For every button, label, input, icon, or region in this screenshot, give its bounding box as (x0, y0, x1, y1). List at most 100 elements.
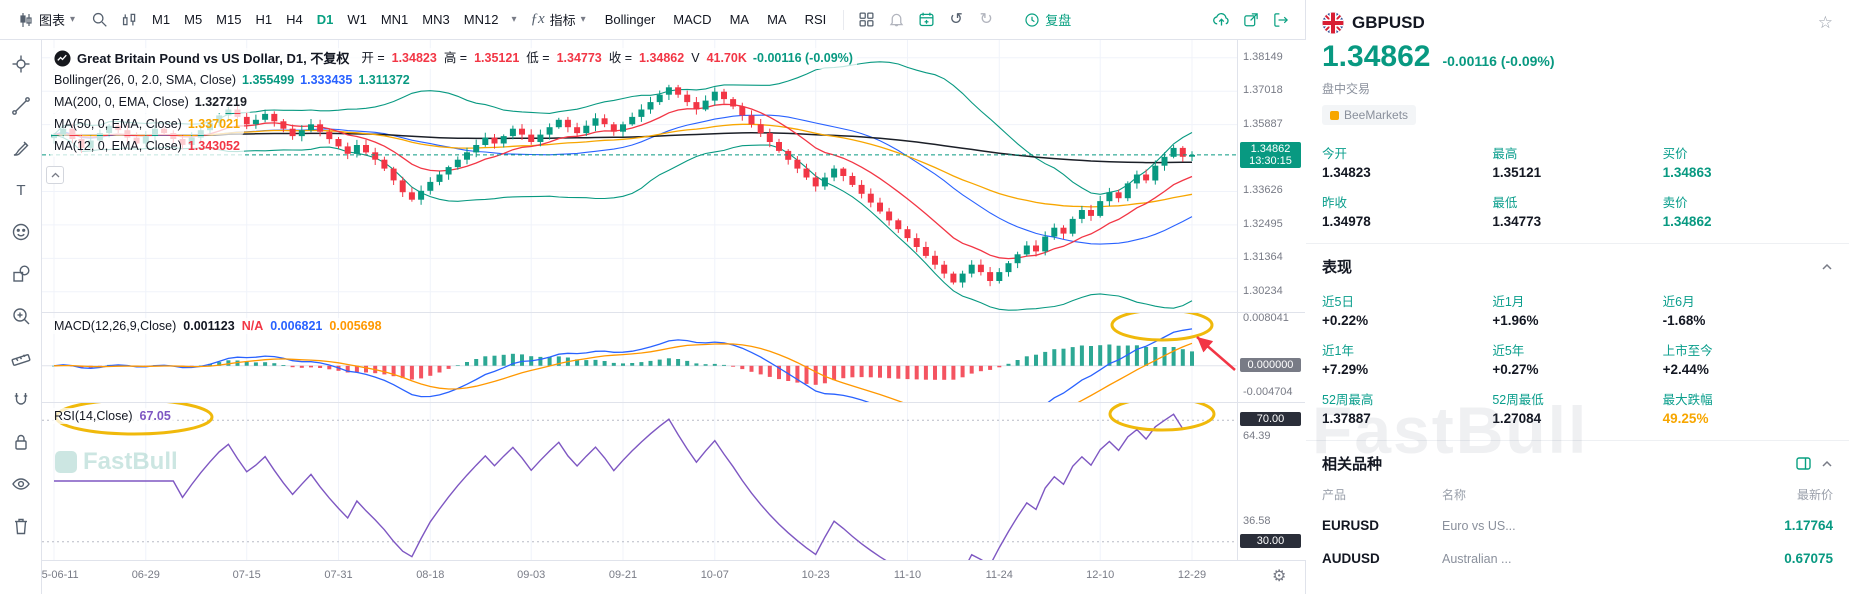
timeframe-m5[interactable]: M5 (184, 12, 203, 27)
macd-pane[interactable] (42, 312, 1237, 402)
indicator-value: 1.337021 (187, 117, 240, 131)
perf-value: +7.29% (1322, 362, 1369, 377)
rsi-30-badge: 30.00 (1240, 533, 1301, 548)
perf-cell-近1年: 近1年 +7.29% (1322, 340, 1492, 377)
rsi-pane[interactable] (42, 402, 1237, 560)
perf-value: 49.25% (1662, 411, 1709, 426)
rsi-legend[interactable]: RSI(14,Close) 67.05 (50, 408, 175, 424)
indicator-legend-rows: Bollinger(26, 0, 2.0, SMA, Close) 1.35549… (50, 70, 857, 157)
quote-label: 买价 (1662, 147, 1688, 161)
panel-icon[interactable] (1796, 457, 1811, 470)
ohlc-values: 开 = 1.34823 高 = 1.35121 低 = 1.34773 收 = 1.34862… (361, 49, 747, 68)
chart-menu-button[interactable]: 图表 ▾ (10, 6, 83, 33)
layout-grid-icon[interactable] (852, 6, 880, 34)
timeframe-mn3[interactable]: MN3 (422, 12, 450, 27)
measure-tool-icon[interactable] (7, 344, 35, 372)
bell-icon[interactable] (882, 6, 910, 34)
timeframe-h1[interactable]: H1 (255, 12, 273, 27)
timeframe-w1[interactable]: W1 (347, 12, 367, 27)
quote-label: 昨收 (1322, 196, 1348, 210)
timeframe-h4[interactable]: H4 (286, 12, 303, 27)
timeframe-d1[interactable]: D1 (316, 12, 334, 27)
text-tool-icon[interactable]: T (7, 176, 35, 204)
timeframe-expand-icon[interactable]: ▾ (511, 14, 517, 25)
redo-icon[interactable]: ↻ (979, 10, 993, 28)
timeframe-mn12[interactable]: MN12 (463, 12, 499, 27)
quote-value: 1.34823 (1322, 165, 1371, 180)
indicator-legend-row-3[interactable]: MA(12, 0, EMA, Close) 1.343052 (50, 136, 244, 157)
indicators-menu-button[interactable]: ƒx 指标 ▾ (522, 6, 593, 33)
rsi-70-badge: 70.00 (1240, 412, 1301, 427)
zoom-tool-icon[interactable] (7, 302, 35, 330)
economic-calendar-icon[interactable] (912, 6, 940, 34)
macd-zero-badge: 0.000000 (1240, 357, 1301, 372)
session-status: 盘中交易 (1322, 82, 1371, 96)
pane-collapse-button[interactable] (46, 166, 64, 184)
related-name: Australian ... (1442, 551, 1512, 566)
brush-tool-icon[interactable] (7, 134, 35, 162)
timeframe-mn1[interactable]: MN1 (380, 12, 409, 27)
perf-cell-52周最低: 52周最低 1.27084 (1492, 389, 1662, 426)
emoji-tool-icon[interactable] (7, 218, 35, 246)
perf-label: 近6月 (1662, 295, 1695, 309)
replay-label: 复盘 (1045, 13, 1072, 28)
timeframe-m15[interactable]: M15 (216, 12, 242, 27)
quote-sidebar: GBPUSD ☆ 1.34862 -0.00116 (-0.09%) 盘中交易 … (1305, 0, 1849, 594)
macd-legend[interactable]: MACD(12,26,9,Close) 0.001123 N/A 0.006821 0… (50, 318, 386, 334)
price-scale-label: 1.35887 (1243, 117, 1283, 130)
trendline-tool-icon[interactable] (7, 92, 35, 120)
indicator-shortcut-ma-3[interactable]: MA (767, 12, 787, 27)
indicator-legend-row-0[interactable]: Bollinger(26, 0, 2.0, SMA, Close) 1.35549… (50, 70, 414, 91)
indicator-label: MA(200, 0, EMA, Close) (54, 95, 189, 109)
price-scale[interactable] (1237, 40, 1306, 560)
magnet-tool-icon[interactable] (7, 386, 35, 414)
lock-tool-icon[interactable] (7, 428, 35, 456)
perf-value: 1.37887 (1322, 411, 1371, 426)
indicator-shortcut-bollinger-0[interactable]: Bollinger (604, 12, 656, 27)
crosshair-tool-icon[interactable] (7, 50, 35, 78)
perf-label: 近1年 (1322, 344, 1354, 358)
rsi-legend-label: RSI(14,Close) (54, 409, 133, 423)
related-section-header[interactable]: 相关品种 (1306, 441, 1849, 480)
indicator-legend-row-1[interactable]: MA(200, 0, EMA, Close) 1.327219 (50, 92, 251, 113)
ohlc-label: V (691, 51, 700, 65)
undo-icon[interactable]: ↺ (949, 10, 963, 28)
search-icon[interactable] (85, 6, 113, 34)
gb-flag-icon (1322, 12, 1344, 34)
settings-gear-icon[interactable]: ⚙ (1272, 568, 1287, 585)
exit-fullscreen-icon[interactable] (1267, 6, 1295, 34)
series-legend-row[interactable]: Great Britain Pound vs US Dollar, D1, 不复… (50, 48, 857, 69)
related-price: 1.17764 (1784, 518, 1833, 533)
related-row-AUDUSD[interactable]: AUDUSD Australian ... 0.67075 (1306, 542, 1849, 575)
divider (1306, 243, 1849, 244)
pane-separator[interactable] (42, 402, 1305, 403)
cloud-upload-icon[interactable] (1207, 6, 1235, 34)
indicator-legend-row-2[interactable]: MA(50, 0, EMA, Close) 1.337021 (50, 114, 244, 135)
trash-tool-icon[interactable] (7, 512, 35, 540)
pane-separator[interactable] (42, 312, 1305, 313)
performance-section-header[interactable]: 表现 (1306, 244, 1849, 283)
eye-tool-icon[interactable] (7, 470, 35, 498)
replay-button[interactable]: 复盘 (1016, 6, 1079, 33)
favorite-star-icon[interactable]: ☆ (1817, 13, 1833, 32)
indicator-shortcut-macd-1[interactable]: MACD (673, 12, 712, 27)
share-icon[interactable] (1237, 6, 1265, 34)
shapes-tool-icon[interactable] (7, 260, 35, 288)
quote-value: 1.34862 (1662, 214, 1712, 229)
performance-grid: 近5日 +0.22% 近1月 +1.96% 近6月 -1.68% 近1年 +7.29% 近5年 +… (1306, 283, 1849, 440)
collapse-chevron-icon[interactable] (1821, 263, 1833, 271)
collapse-chevron-icon[interactable] (1821, 460, 1833, 468)
indicator-shortcut-ma-2[interactable]: MA (729, 12, 750, 27)
quote-cell-最高: 最高 1.35121 (1492, 143, 1662, 180)
chart-area[interactable] (42, 40, 1305, 594)
time-axis[interactable]: 025-06-11 06-29 07-15 07-31 08-18 09-03 09-21 1… (29, 560, 1305, 595)
broker-badge[interactable]: BeeMarkets (1322, 105, 1417, 125)
compare-icon[interactable] (115, 6, 143, 34)
indicator-label: Bollinger(26, 0, 2.0, SMA, Close) (54, 73, 237, 87)
chevron-down-icon: ▾ (580, 14, 586, 25)
indicator-shortcut-rsi-4[interactable]: RSI (804, 12, 827, 27)
macd-legend-label: MACD(12,26,9,Close) (54, 319, 177, 333)
perf-value: 1.27084 (1492, 411, 1542, 426)
related-row-EURUSD[interactable]: EURUSD Euro vs US... 1.17764 (1306, 509, 1849, 542)
timeframe-m1[interactable]: M1 (152, 12, 171, 27)
